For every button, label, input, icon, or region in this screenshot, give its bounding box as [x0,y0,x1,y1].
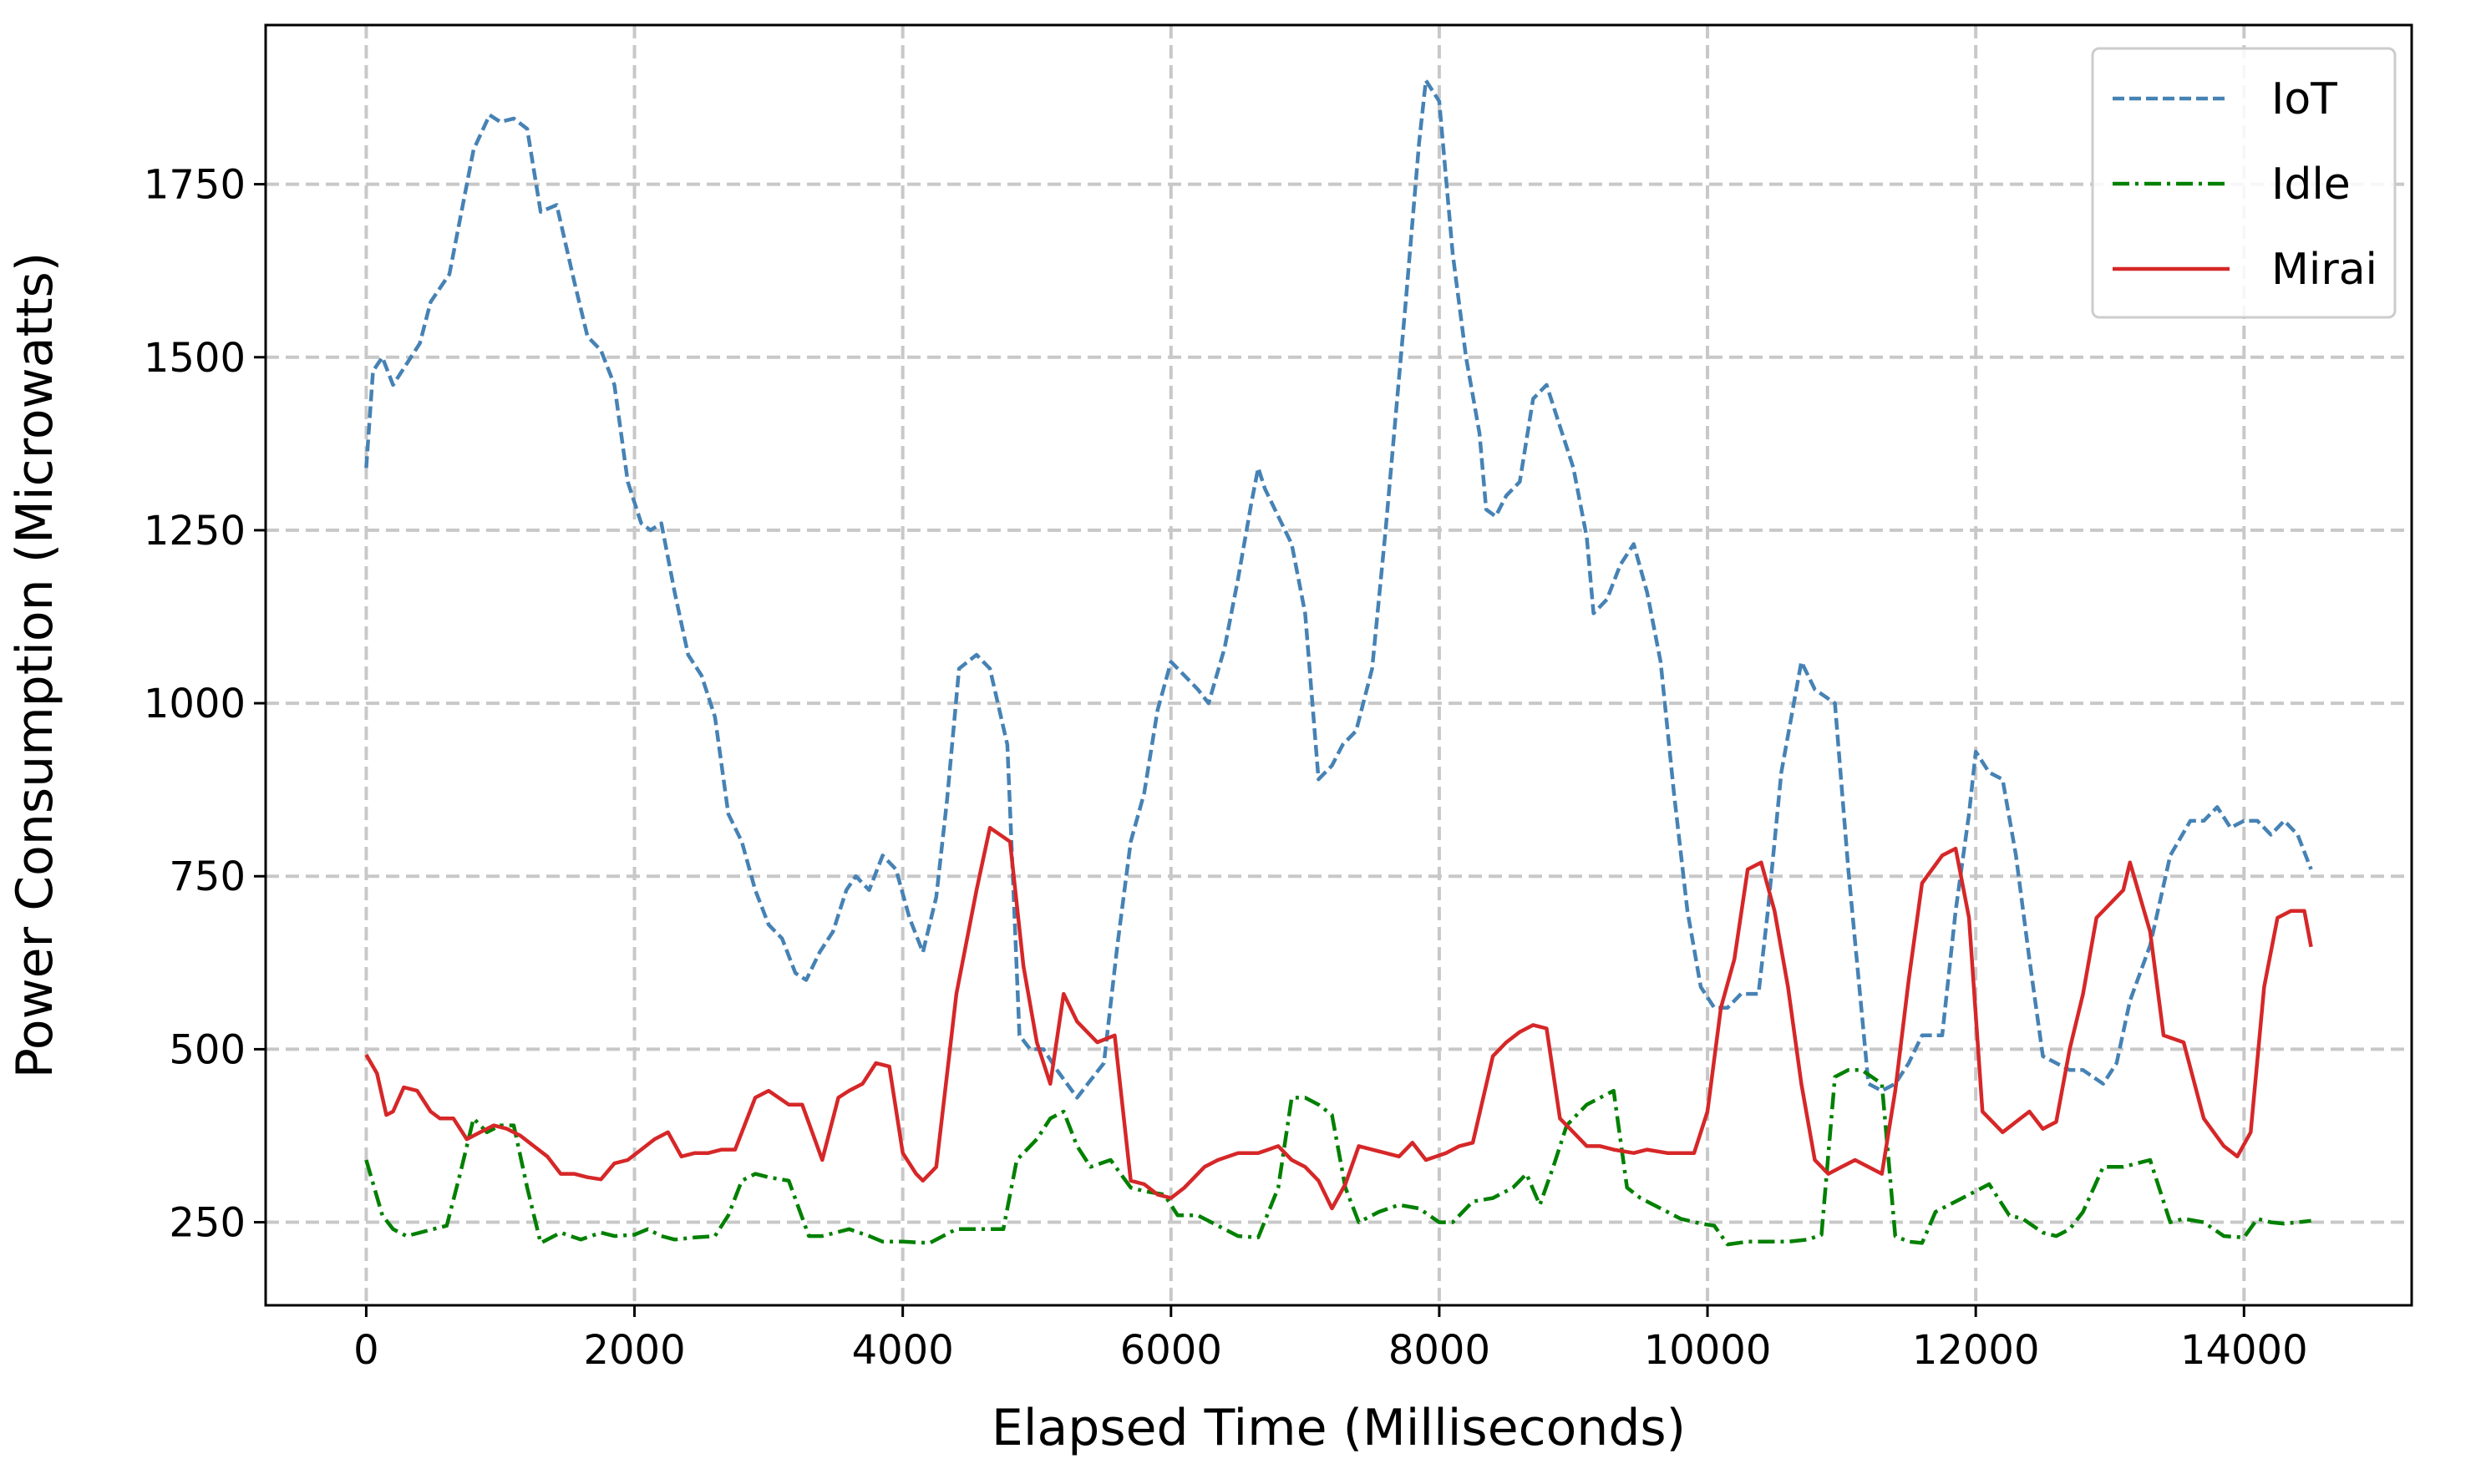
y-axis-title: Power Consumption (Microwatts) [6,252,64,1078]
series-line-idle [364,1068,2311,1247]
x-tick-label: 2000 [583,1327,685,1374]
series-lines [364,79,2313,1247]
grid-lines [266,25,2412,1305]
legend-box [2091,47,2397,319]
x-tick-label: 8000 [1388,1327,1490,1374]
y-tick-label: 750 [169,853,246,900]
legend-label-idle: Idle [2271,160,2351,210]
plot-area-frame [264,23,2413,1307]
x-tick-label: 4000 [852,1327,954,1374]
legend-label-iot: IoT [2271,74,2337,124]
x-axis-ticks: 0 2000 4000 6000 8000 10000 12000 14000 [353,1305,2308,1374]
y-tick-label: 1250 [144,508,246,555]
x-tick-label: 14000 [2180,1327,2308,1374]
x-tick-label: 10000 [1644,1327,1772,1374]
series-line-mirai [364,825,2313,1211]
x-tick-label: 12000 [1912,1327,2040,1374]
legend-label-mirai: Mirai [2271,245,2377,295]
legend: IoT Idle Mirai [2091,47,2397,319]
y-tick-label: 1750 [144,162,246,209]
y-axis-ticks: 250 500 750 1000 1250 1500 1750 [144,162,266,1247]
x-tick-label: 0 [353,1327,379,1374]
y-tick-label: 250 [169,1200,246,1247]
y-tick-label: 1000 [144,681,246,727]
x-tick-label: 6000 [1120,1327,1222,1374]
y-tick-label: 500 [169,1026,246,1073]
series-line-iot [364,79,2313,1100]
x-axis-title: Elapsed Time (Milliseconds) [992,1399,1686,1457]
y-tick-label: 1500 [144,335,246,382]
